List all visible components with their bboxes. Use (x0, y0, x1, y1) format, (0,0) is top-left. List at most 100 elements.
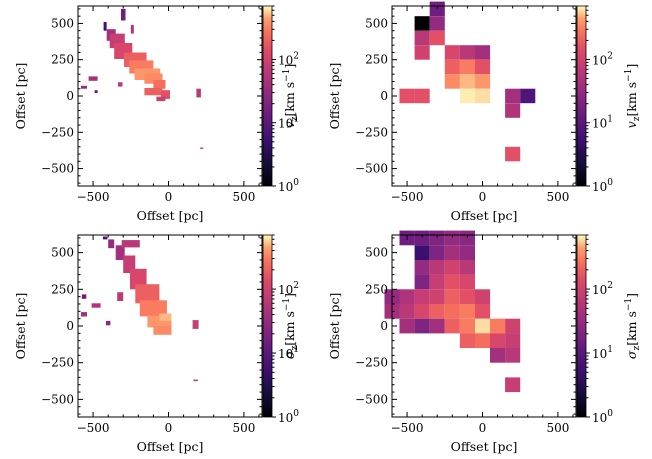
heatmap-cell (144, 88, 163, 96)
colorbar-tick-label: 102 (592, 281, 613, 297)
y-tick-label: 0 (66, 89, 74, 103)
y-tick-label: 250 (365, 53, 388, 67)
heatmap-cell (159, 313, 172, 321)
y-tick-label: −250 (41, 125, 74, 139)
x-tick-label: 500 (232, 421, 255, 435)
heatmap-cell (444, 45, 460, 60)
heatmap-cell (81, 294, 87, 299)
heatmap-cell (414, 16, 430, 31)
x-ticks-bottom-left: −500 0 500 (77, 235, 260, 435)
heatmap-cell (121, 240, 140, 248)
heatmap-cell (429, 245, 445, 260)
y-tick-label: −500 (355, 162, 388, 176)
colorbar-tick-label: 100 (592, 409, 613, 425)
colorbar-ticks-top-left: 100 101 102 (272, 5, 299, 194)
heatmap-cell (475, 304, 491, 319)
y-tick-label: 500 (365, 16, 388, 30)
x-tick-label: 500 (546, 190, 569, 204)
heatmap-cell (475, 333, 491, 348)
heatmap-cell (459, 59, 475, 75)
heatmap-cell (475, 74, 491, 89)
y-tick-label: 250 (365, 282, 388, 296)
heatmap-cell (118, 82, 123, 87)
heatmap-cell (520, 88, 536, 104)
colorbar-ticks-top-right: 100 101 102 (586, 5, 613, 194)
y-tick-label: 0 (380, 89, 388, 103)
y-ticks-top-left: −500 −250 0 250 500 (41, 8, 262, 184)
heatmap-cell (135, 284, 160, 304)
colorbar-bottom-right (576, 234, 587, 418)
y-tick-label: −250 (355, 356, 388, 370)
heatmap-cell (475, 318, 491, 334)
heatmap-cell (139, 300, 167, 317)
heatmap-cell (444, 59, 460, 75)
heatmap-cell (459, 274, 475, 290)
x-tick-label: 500 (546, 421, 569, 435)
heatmap-cell (103, 22, 107, 31)
y-tick-label: 500 (365, 246, 388, 260)
heatmap-cell (429, 289, 445, 304)
x-ticks-top-left: −500 0 500 (77, 6, 260, 204)
x-tick-label: 0 (479, 190, 487, 204)
panel-bottom-right: −500 0 500 −500 −250 0 250 500 Offset [pc] Off… (327, 230, 642, 454)
colorbar-label-bottom-right: σz[km s−1] (624, 293, 642, 359)
colorbar-tick-label: 100 (278, 178, 299, 194)
colorbar-tick-label: 101 (278, 115, 299, 131)
heatmap-cell (444, 304, 460, 319)
heatmap-cell (459, 289, 475, 304)
y-tick-label: 0 (380, 319, 388, 333)
heatmap-cell (490, 318, 506, 334)
colorbar-tick-label: 100 (592, 178, 613, 194)
x-tick-label: −500 (391, 190, 424, 204)
heatmap-cell (414, 289, 430, 304)
y-axis-label-top-left: Offset [pc] (13, 63, 28, 130)
y-ticks-top-right: −500 −250 0 250 500 (355, 8, 576, 184)
x-axis-label-bottom-right: Offset [pc] (451, 439, 518, 454)
heatmap-cell (444, 230, 460, 246)
heatmap-cell (505, 333, 521, 348)
y-tick-label: −250 (41, 356, 74, 370)
heatmap-cell (399, 304, 415, 319)
colorbar-top-left (262, 5, 273, 187)
y-axis-label-bottom-left: Offset [pc] (13, 293, 28, 360)
heatmap-cell (505, 348, 521, 363)
y-tick-label: 250 (51, 282, 74, 296)
heatmap-cell (81, 85, 87, 89)
colorbar-top-right (576, 5, 587, 187)
heatmap-cell (147, 315, 172, 328)
x-tick-label: −500 (391, 421, 424, 435)
y-tick-label: −500 (41, 392, 74, 406)
y-tick-label: 250 (51, 53, 74, 67)
y-axis-label-bottom-right: Offset [pc] (327, 293, 342, 360)
panel-top-left: −500 0 500 −500 −250 0 250 500 Offset [pc] Off… (13, 5, 300, 223)
heatmap-cell (505, 377, 521, 393)
heatmap-cell (505, 146, 521, 162)
heatmap-cell (429, 274, 445, 290)
heatmap-cell (429, 30, 445, 46)
heatmap-cell (81, 312, 87, 317)
heatmap-cell (399, 289, 415, 304)
heatmap-cell (130, 24, 134, 34)
colorbar-tick-label: 101 (278, 345, 299, 361)
heatmap-cell (414, 274, 430, 290)
y-ticks-bottom-left: −500 −250 0 250 500 (41, 237, 262, 415)
y-tick-label: 500 (51, 246, 74, 260)
heatmap-cell (429, 318, 445, 334)
heatmap-cell (459, 88, 475, 104)
heatmap-cell (105, 320, 111, 326)
y-tick-label: −500 (355, 392, 388, 406)
heatmap-cells-top-left (81, 8, 204, 149)
heatmap-cell (193, 379, 198, 382)
y-tick-label: −250 (355, 125, 388, 139)
heatmap-cell (429, 260, 445, 275)
heatmap-cell (429, 1, 445, 17)
heatmap-cell (399, 88, 415, 104)
y-tick-label: −500 (41, 162, 74, 176)
colorbar-bottom-left (262, 234, 273, 418)
heatmap-cell (196, 88, 201, 98)
heatmap-cell (102, 236, 108, 240)
heatmap-cell (475, 88, 491, 104)
heatmap-cell (414, 260, 430, 275)
heatmap-cell (200, 147, 204, 149)
